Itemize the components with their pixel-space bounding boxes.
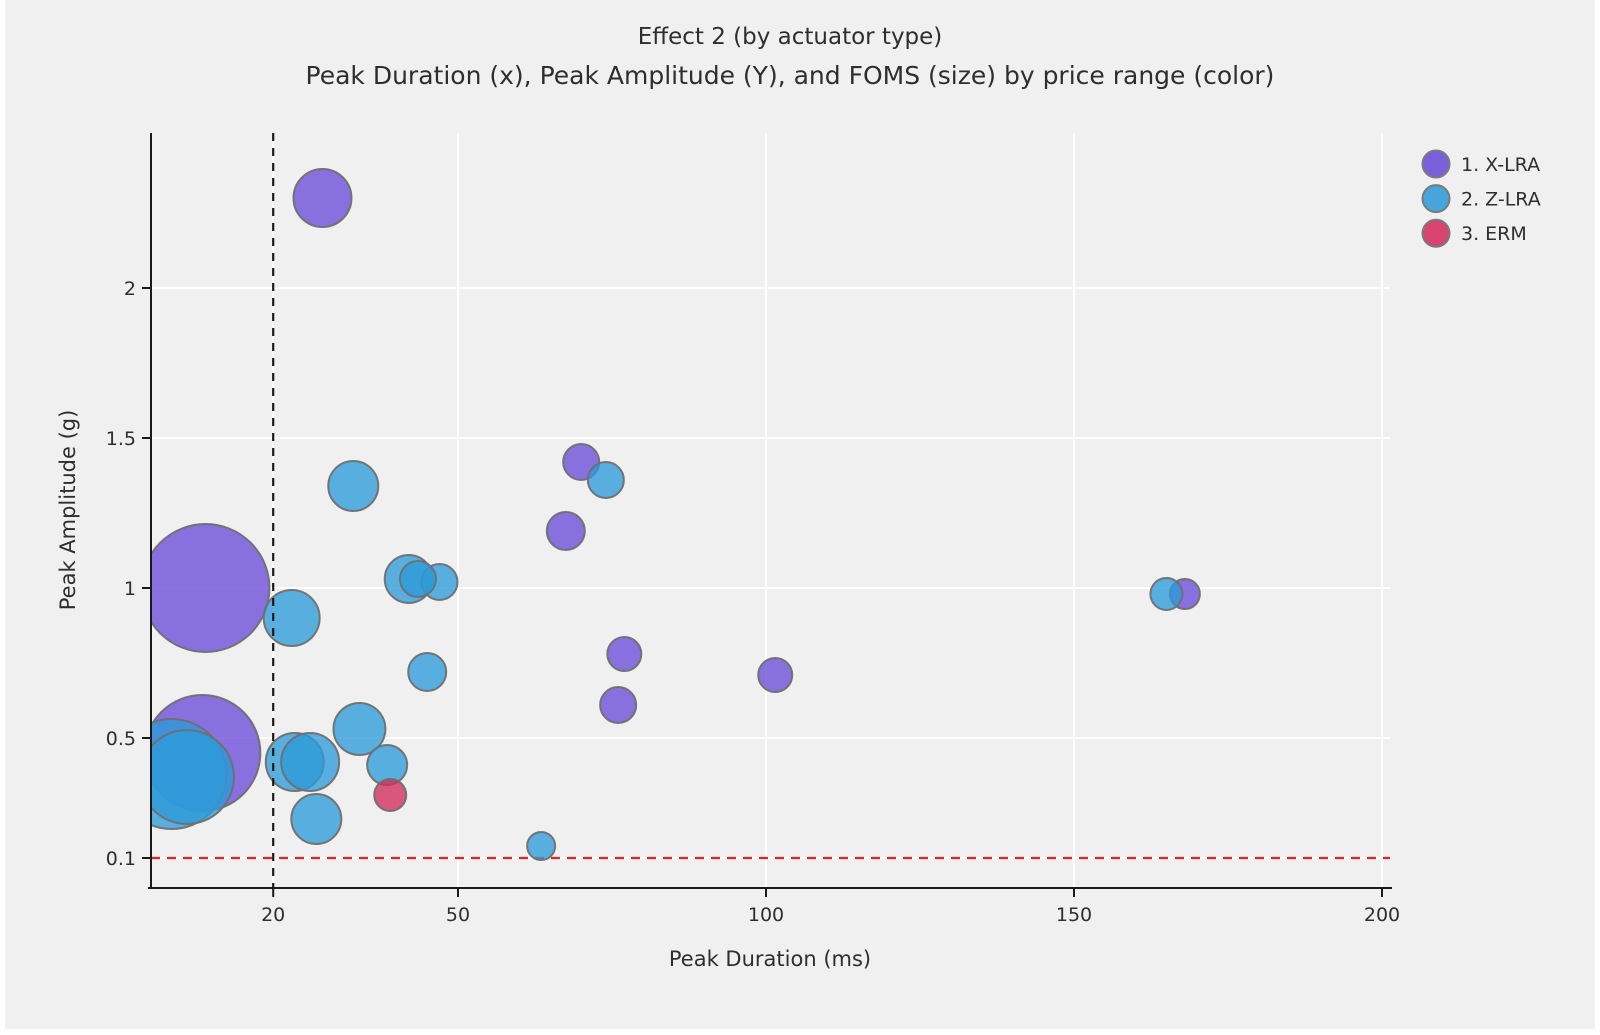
bubble xyxy=(407,652,448,692)
bubble xyxy=(262,589,321,647)
axes xyxy=(142,133,1392,897)
y-tick-label: 1 xyxy=(124,578,136,600)
bubble xyxy=(1149,577,1184,611)
x-tick-label: 200 xyxy=(1364,904,1400,926)
y-tick-label: 2 xyxy=(124,278,136,300)
legend-label: 2. Z-LRA xyxy=(1461,189,1541,211)
chart-subtitle: Peak Duration (x), Peak Amplitude (Y), a… xyxy=(306,61,1275,90)
bubble xyxy=(327,460,380,512)
bubble xyxy=(151,523,271,653)
bubble xyxy=(332,702,387,756)
x-tick-label: 20 xyxy=(261,904,285,926)
chart-title: Effect 2 (by actuator type) xyxy=(638,24,943,50)
bubbles-group xyxy=(151,168,1201,861)
legend-swatch-icon xyxy=(1421,184,1451,214)
bubble xyxy=(599,686,638,724)
bubble xyxy=(292,168,353,228)
bubble xyxy=(757,657,794,693)
tick-labels: 20 50 100 150 200 0.1 0.5 1 1.5 2 xyxy=(106,278,1400,926)
y-tick-label: 1.5 xyxy=(106,428,136,450)
legend-swatch-icon xyxy=(1421,218,1451,248)
series-ERM xyxy=(373,778,408,812)
figure-background: 20 50 100 150 200 0.1 0.5 1 1.5 2 1. X-LRA 2. Z-LR… xyxy=(5,0,1595,1029)
bubble xyxy=(526,831,557,861)
bubble xyxy=(606,636,643,672)
bubble xyxy=(586,461,625,499)
y-tick-label: 0.1 xyxy=(106,848,136,870)
bubble xyxy=(290,793,343,845)
series-X-LRA xyxy=(151,168,1201,812)
bubble xyxy=(151,729,235,825)
bubble xyxy=(280,732,341,792)
series-Z-LRA xyxy=(151,460,1184,861)
legend: 1. X-LRA 2. Z-LRA 3. ERM xyxy=(1421,149,1541,248)
legend-label: 1. X-LRA xyxy=(1461,154,1540,176)
y-axis-label: Peak Amplitude (g) xyxy=(56,410,80,611)
x-tick-label: 100 xyxy=(748,904,784,926)
bubble xyxy=(545,511,586,551)
x-tick-label: 150 xyxy=(1056,904,1092,926)
bubble xyxy=(373,778,408,812)
bubble xyxy=(398,560,437,598)
bubble-chart: 20 50 100 150 200 0.1 0.5 1 1.5 2 1. X-LRA 2. Z-LR… xyxy=(56,24,1541,971)
y-tick-label: 0.5 xyxy=(106,728,136,750)
legend-label: 3. ERM xyxy=(1461,223,1527,245)
legend-swatch-icon xyxy=(1421,149,1451,179)
x-tick-label: 50 xyxy=(446,904,470,926)
x-axis-label: Peak Duration (ms) xyxy=(669,947,871,971)
